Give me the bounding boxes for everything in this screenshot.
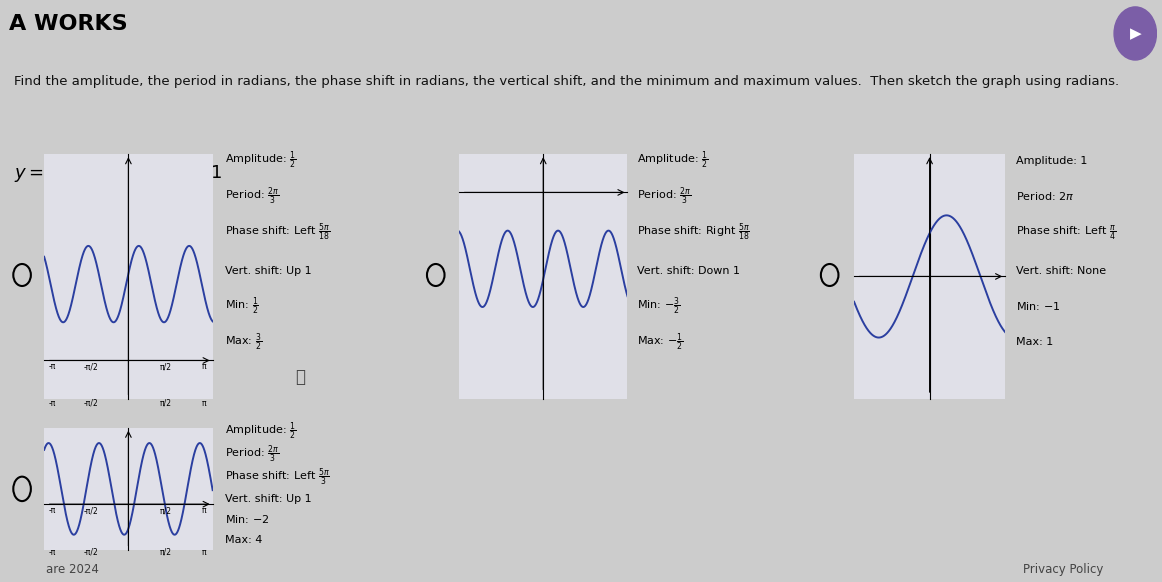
Text: Max: 4: Max: 4 bbox=[225, 535, 263, 545]
Text: Privacy Policy: Privacy Policy bbox=[1023, 563, 1103, 576]
Text: Period: $\frac{2\pi}{3}$: Period: $\frac{2\pi}{3}$ bbox=[225, 443, 279, 464]
Text: π: π bbox=[202, 363, 207, 371]
Text: π/2: π/2 bbox=[160, 548, 172, 556]
Text: Max: $-\frac{1}{2}$: Max: $-\frac{1}{2}$ bbox=[638, 332, 684, 353]
Text: -π/2: -π/2 bbox=[84, 363, 98, 371]
Text: Min: $-1$: Min: $-1$ bbox=[1016, 300, 1061, 313]
Text: Phase shift: Left $\frac{5\pi}{18}$: Phase shift: Left $\frac{5\pi}{18}$ bbox=[224, 222, 330, 243]
Text: -π: -π bbox=[49, 399, 57, 407]
Text: Phase shift: Right $\frac{5\pi}{18}$: Phase shift: Right $\frac{5\pi}{18}$ bbox=[638, 222, 751, 243]
Text: Vert. shift: Down 1: Vert. shift: Down 1 bbox=[638, 265, 740, 276]
Text: Find the amplitude, the period in radians, the phase shift in radians, the verti: Find the amplitude, the period in radian… bbox=[14, 75, 1119, 88]
Text: are 2024: are 2024 bbox=[46, 563, 100, 576]
Text: Min: $-2$: Min: $-2$ bbox=[225, 513, 270, 526]
Text: Period: $\frac{2\pi}{3}$: Period: $\frac{2\pi}{3}$ bbox=[224, 186, 279, 207]
Text: A WORKS: A WORKS bbox=[9, 14, 128, 34]
Text: Min: $-\frac{3}{2}$: Min: $-\frac{3}{2}$ bbox=[638, 296, 681, 317]
Text: -π: -π bbox=[49, 506, 57, 516]
Text: Max: $\frac{3}{2}$: Max: $\frac{3}{2}$ bbox=[224, 332, 261, 353]
Text: Phase shift: Left $\frac{\pi}{4}$: Phase shift: Left $\frac{\pi}{4}$ bbox=[1016, 223, 1117, 242]
Text: Amplitude: $\frac{1}{2}$: Amplitude: $\frac{1}{2}$ bbox=[225, 420, 296, 442]
Text: Amplitude: $\frac{1}{2}$: Amplitude: $\frac{1}{2}$ bbox=[224, 150, 296, 171]
Text: -π/2: -π/2 bbox=[84, 399, 98, 407]
Text: Period: $\frac{2\pi}{3}$: Period: $\frac{2\pi}{3}$ bbox=[638, 186, 691, 207]
Text: π: π bbox=[202, 506, 207, 516]
Text: π: π bbox=[202, 399, 207, 407]
Text: $y = \dfrac{1}{2} \cdot \sin\!\left(3\theta + \dfrac{5\pi}{6}\right) + 1$: $y = \dfrac{1}{2} \cdot \sin\!\left(3\th… bbox=[14, 157, 222, 193]
Text: π/2: π/2 bbox=[160, 506, 172, 516]
Text: Amplitude: 1: Amplitude: 1 bbox=[1016, 155, 1088, 165]
Text: Phase shift: Left $\frac{5\pi}{3}$: Phase shift: Left $\frac{5\pi}{3}$ bbox=[225, 466, 330, 488]
Text: -π: -π bbox=[49, 363, 57, 371]
Text: Period: $2\pi$: Period: $2\pi$ bbox=[1016, 190, 1075, 203]
Text: ✋: ✋ bbox=[295, 368, 304, 386]
Text: π/2: π/2 bbox=[160, 399, 172, 407]
Text: ▶: ▶ bbox=[1131, 26, 1142, 41]
Text: π/2: π/2 bbox=[160, 363, 172, 371]
Text: Vert. shift: Up 1: Vert. shift: Up 1 bbox=[225, 494, 311, 504]
Text: -π/2: -π/2 bbox=[84, 506, 98, 516]
Text: Max: 1: Max: 1 bbox=[1016, 338, 1053, 347]
Text: -π/2: -π/2 bbox=[84, 548, 98, 556]
Text: -π: -π bbox=[49, 548, 57, 556]
Text: π: π bbox=[202, 548, 207, 556]
Text: Amplitude: $\frac{1}{2}$: Amplitude: $\frac{1}{2}$ bbox=[638, 150, 709, 171]
Text: Min: $\frac{1}{2}$: Min: $\frac{1}{2}$ bbox=[224, 296, 259, 317]
Text: Vert. shift: Up 1: Vert. shift: Up 1 bbox=[224, 265, 311, 276]
Text: Vert. shift: None: Vert. shift: None bbox=[1016, 265, 1106, 276]
Circle shape bbox=[1114, 7, 1156, 60]
